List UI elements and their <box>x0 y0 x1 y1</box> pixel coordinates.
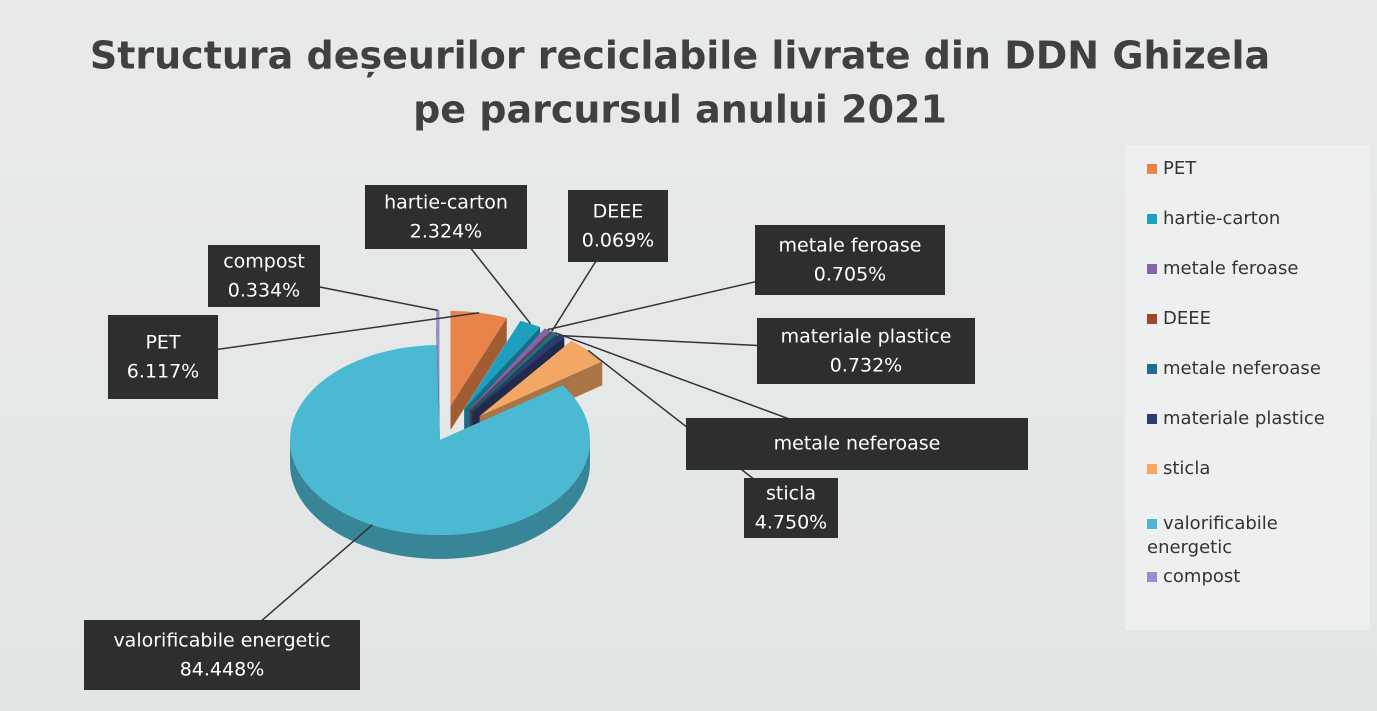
legend-swatch <box>1147 572 1157 582</box>
legend-label: PET <box>1163 158 1197 179</box>
data-label-name: PET <box>145 332 180 354</box>
legend-swatch <box>1147 314 1157 324</box>
legend-swatch <box>1147 414 1157 424</box>
legend: PET hartie-carton metale feroase DEEE metale… <box>1125 145 1370 630</box>
legend-item: compost <box>1147 565 1347 589</box>
legend-item: metale feroase <box>1147 257 1347 281</box>
data-label-value: 2.324% <box>410 221 482 243</box>
legend-item: metale neferoase <box>1147 357 1347 381</box>
slice <box>290 345 590 559</box>
data-label-box <box>686 418 1028 470</box>
legend-swatch <box>1147 464 1157 474</box>
legend-label: metale neferoase <box>1163 358 1321 379</box>
legend-item: PET <box>1147 157 1347 181</box>
slice-edge <box>436 310 440 430</box>
legend-swatch <box>1147 519 1157 529</box>
legend-label: sticla <box>1163 458 1211 479</box>
data-label-box <box>84 620 360 690</box>
slice-top <box>450 310 507 406</box>
legend-item: materiale plastice <box>1147 407 1347 431</box>
slice-top <box>472 334 565 413</box>
legend-label: DEEE <box>1163 308 1211 329</box>
slice-top <box>436 310 440 406</box>
slice <box>436 310 440 430</box>
data-label-box <box>568 190 668 262</box>
data-label-box <box>108 315 218 399</box>
legend-item: hartie-carton <box>1147 207 1347 231</box>
data-label-name: compost <box>223 251 305 273</box>
legend-item: sticla <box>1147 457 1347 481</box>
data-label-box <box>744 478 838 538</box>
legend-label: materiale plastice <box>1163 408 1325 429</box>
slice <box>450 310 507 430</box>
data-label-name: sticla <box>766 483 816 505</box>
data-label-value: 0.334% <box>228 280 300 302</box>
data-label-name: DEEE <box>593 201 644 223</box>
data-label-box <box>365 185 527 249</box>
slice-side <box>290 440 590 559</box>
legend-label: metale feroase <box>1163 258 1299 279</box>
data-label-value: 6.117% <box>127 361 199 383</box>
data-label-box <box>755 225 945 295</box>
legend-label: compost <box>1163 566 1241 587</box>
data-label-value: 0.705% <box>814 264 886 286</box>
slice-edge <box>450 317 507 430</box>
legend-label: valorificabile energetic <box>1147 513 1278 558</box>
data-label-name: materiale plastice <box>781 326 952 348</box>
slice-top <box>470 331 557 412</box>
data-label-name: metale neferoase <box>774 433 941 455</box>
legend-swatch <box>1147 264 1157 274</box>
legend-label: hartie-carton <box>1163 208 1281 229</box>
slice-top <box>290 345 590 535</box>
data-label-value: 0.069% <box>582 230 654 252</box>
data-label-value: 0.732% <box>830 355 902 377</box>
slice-top <box>479 340 603 417</box>
legend-item: valorificabile energetic <box>1147 512 1297 560</box>
legend-swatch <box>1147 214 1157 224</box>
slice-top <box>464 320 541 409</box>
legend-swatch <box>1147 364 1157 374</box>
chart-title: Structura deșeurilor reciclabile livrate… <box>90 34 1270 78</box>
legend-item: DEEE <box>1147 307 1347 331</box>
data-label-value: 84.448% <box>180 659 265 681</box>
data-label-box <box>757 318 975 384</box>
chart-title: pe parcursul anului 2021 <box>413 88 947 132</box>
data-label-value: 4.750% <box>755 512 827 534</box>
data-label-name: valorificabile energetic <box>113 630 330 652</box>
slice-top <box>469 331 553 411</box>
slice-top <box>468 328 551 411</box>
data-label-box <box>208 245 320 307</box>
legend-swatch <box>1147 164 1157 174</box>
data-label-name: metale feroase <box>779 235 922 257</box>
data-label-name: hartie-carton <box>384 192 508 214</box>
